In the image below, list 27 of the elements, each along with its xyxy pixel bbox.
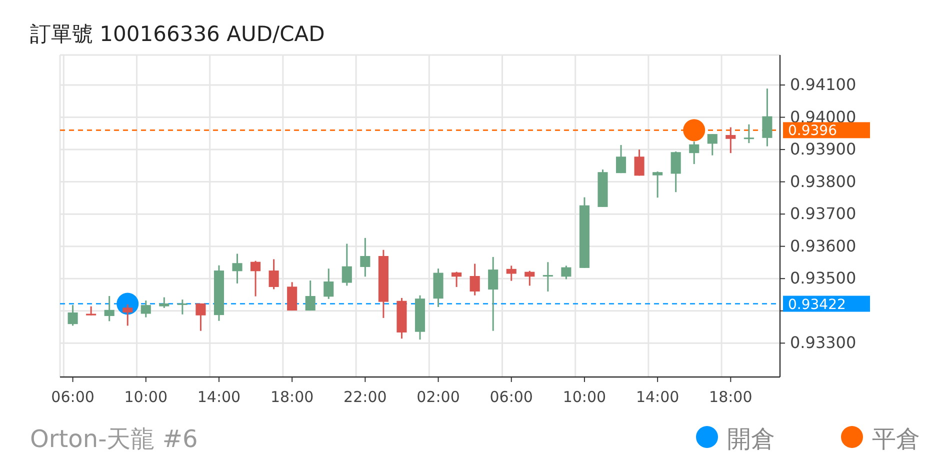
y-tick-label: 0.93900 xyxy=(790,140,856,159)
y-tick-label: 0.93500 xyxy=(790,268,856,288)
x-tick-label: 06:00 xyxy=(490,388,533,406)
x-tick-label: 14:00 xyxy=(636,388,680,406)
x-tick-label: 02:00 xyxy=(416,388,460,406)
x-tick-label: 06:00 xyxy=(51,388,94,406)
ref-tag: 0.93422 xyxy=(783,296,870,313)
x-tick-label: 10:00 xyxy=(124,388,168,406)
x-tick-label: 18:00 xyxy=(709,388,752,406)
x-tick-label: 22:00 xyxy=(344,388,387,406)
x-tick-label: 10:00 xyxy=(562,388,606,406)
chart-title: 訂單號 100166336 AUD/CAD xyxy=(30,22,325,46)
ref-line-label: 0.9396 xyxy=(788,123,838,140)
legend-label: 開倉 xyxy=(727,425,775,453)
y-tick-label: 0.93600 xyxy=(790,236,856,256)
ref-tag: 0.9396 xyxy=(783,122,870,140)
x-tick-label: 18:00 xyxy=(270,388,314,406)
ref-line-label: 0.93422 xyxy=(788,296,846,313)
y-tick-label: 0.94100 xyxy=(790,75,856,94)
y-tick-label: 0.93300 xyxy=(790,333,856,352)
text: Orton-天龍 #6 xyxy=(30,425,198,453)
y-tick-label: 0.93700 xyxy=(790,204,856,224)
x-tick-label: 14:00 xyxy=(197,388,241,406)
legend-item: 開倉 xyxy=(696,425,775,453)
legend-label: 平倉 xyxy=(872,425,920,453)
y-tick-label: 0.93800 xyxy=(790,172,856,191)
legend-item: 平倉 xyxy=(841,425,920,453)
